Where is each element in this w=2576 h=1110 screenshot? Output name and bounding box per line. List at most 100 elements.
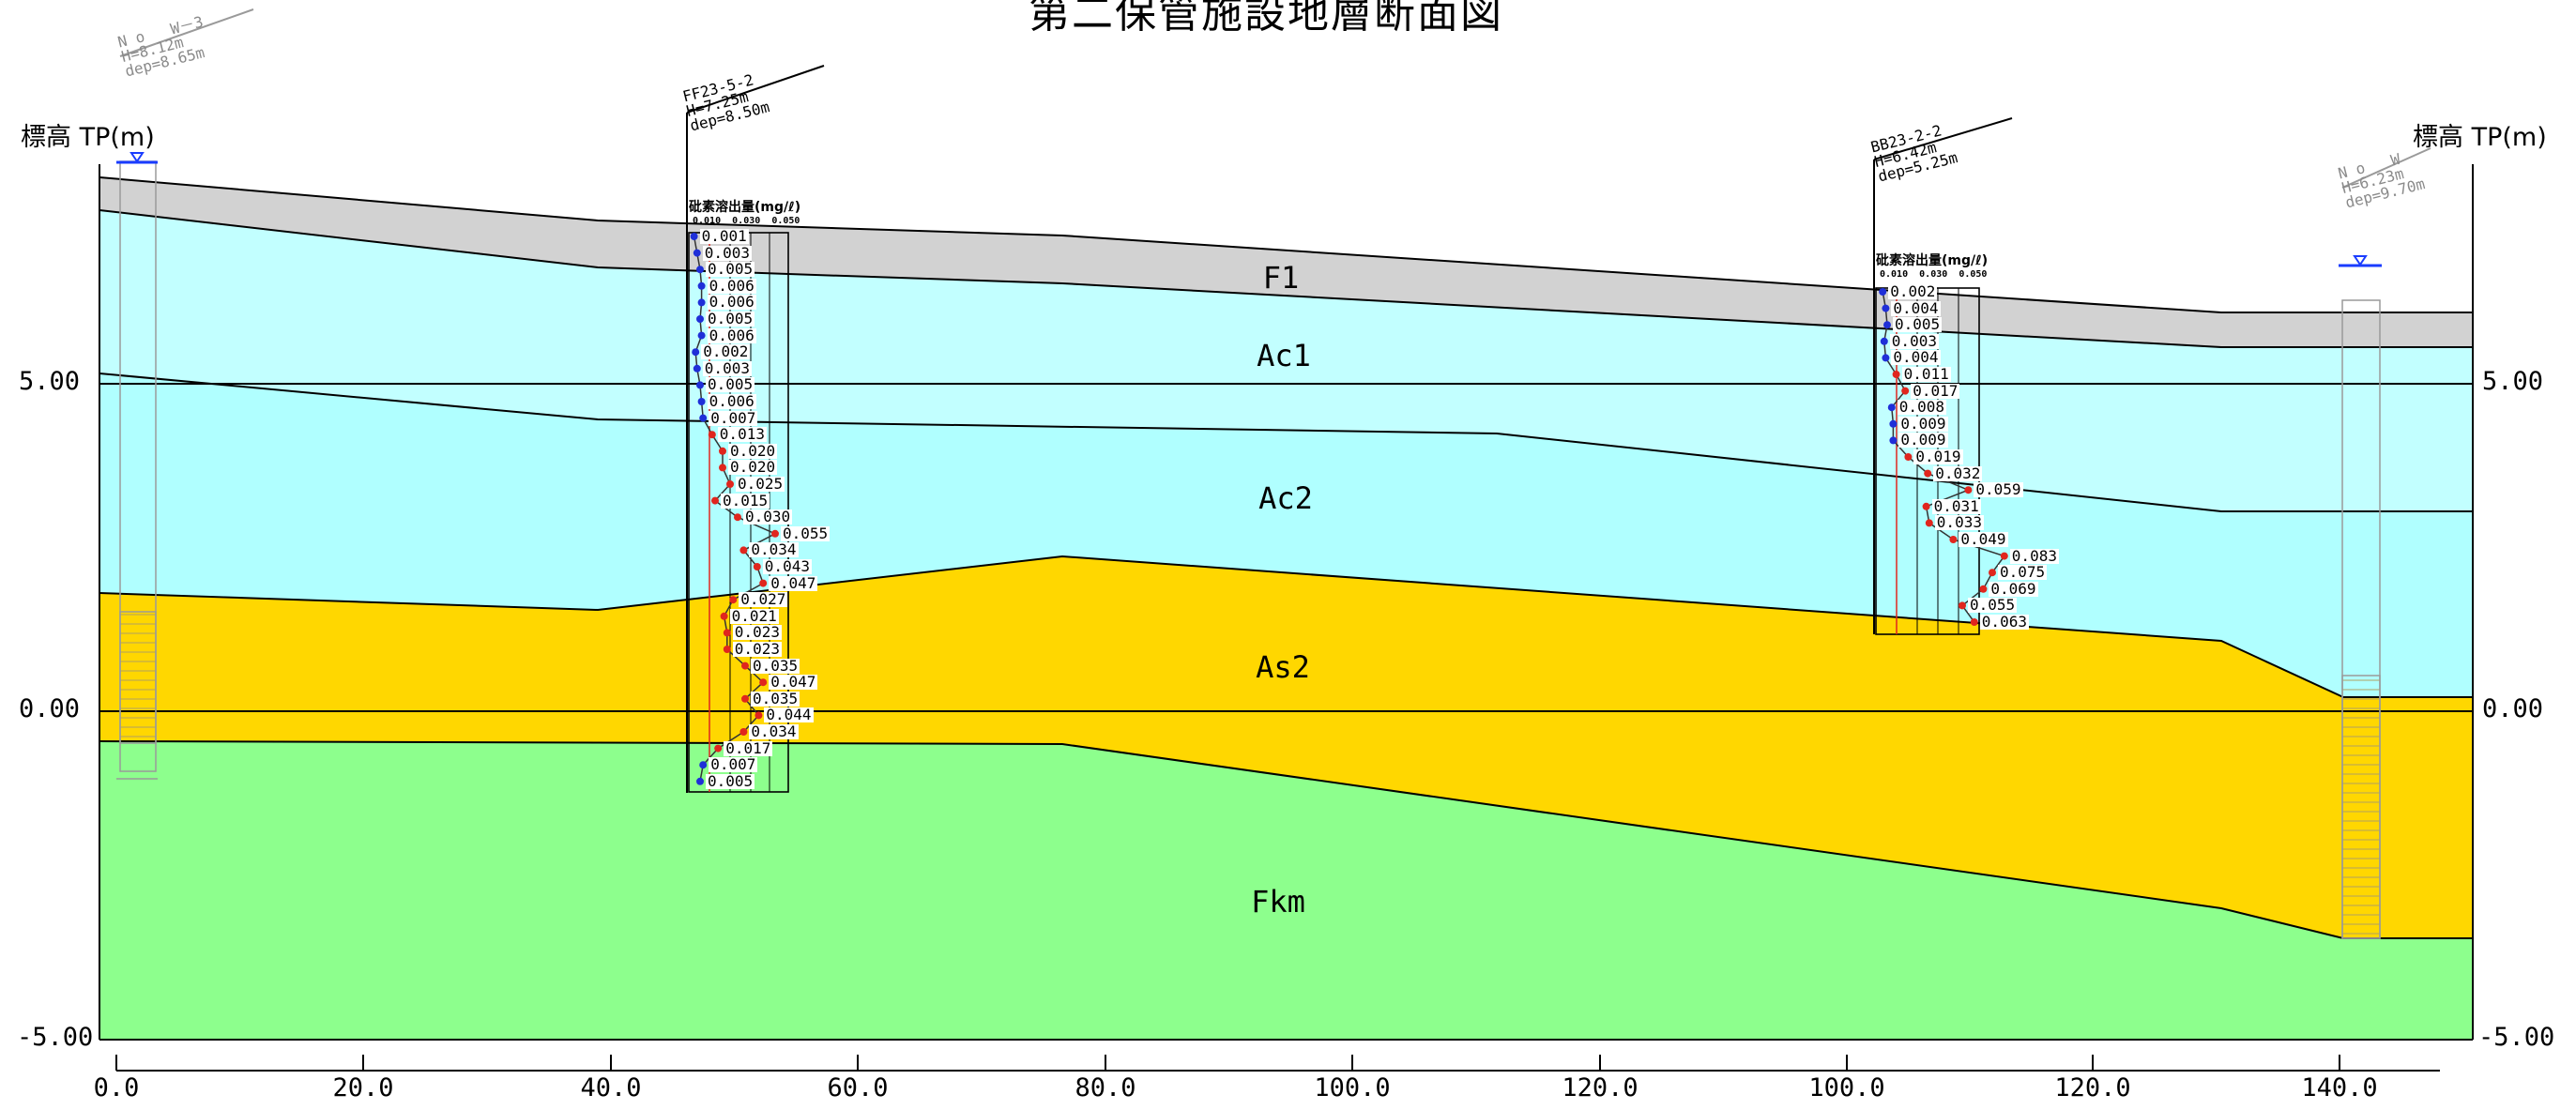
arsenic-sample-marker bbox=[1892, 371, 1900, 378]
arsenic-value-label: 0.005 bbox=[706, 771, 755, 790]
x-tick-label: 120.0 bbox=[1562, 1073, 1639, 1102]
arsenic-value-label: 0.002 bbox=[701, 342, 751, 361]
layer-fill-ac1 bbox=[99, 210, 2473, 511]
arsenic-sample-marker bbox=[699, 414, 708, 422]
borehole-w3 bbox=[116, 8, 254, 780]
arsenic-sample-marker bbox=[696, 381, 704, 389]
arsenic-sample-marker bbox=[1964, 486, 1973, 494]
x-axis-ticks bbox=[115, 1055, 2340, 1071]
arsenic-sample-marker bbox=[1887, 403, 1896, 412]
arsenic-sample-marker bbox=[697, 398, 706, 405]
y-tick-right: -5.00 bbox=[2478, 1023, 2555, 1052]
arsenic-value-label: 0.009 bbox=[1898, 431, 1948, 449]
arsenic-value-label: 0.055 bbox=[781, 524, 831, 542]
arsenic-sample-marker bbox=[708, 431, 716, 439]
arsenic-sample-marker bbox=[1925, 519, 1933, 527]
arsenic-value-label: 0.004 bbox=[1891, 298, 1941, 317]
water-level-icon bbox=[116, 152, 158, 164]
arsenic-header-ff: 砒素溶出量(mg/ℓ) bbox=[689, 200, 801, 215]
arsenic-value-label: 0.003 bbox=[1889, 331, 1939, 350]
arsenic-value-label: 0.019 bbox=[1913, 448, 1963, 465]
arsenic-value-label: 0.025 bbox=[736, 475, 785, 493]
arsenic-sample-marker bbox=[1924, 469, 1932, 478]
arsenic-sample-marker bbox=[1883, 321, 1891, 329]
y-axis-label-left: 標高 TP(m) bbox=[21, 123, 155, 152]
arsenic-value-label: 0.032 bbox=[1933, 464, 1983, 482]
arsenic-value-label: 0.083 bbox=[2009, 546, 2059, 565]
arsenic-value-label: 0.004 bbox=[1891, 348, 1941, 367]
layer-fill-as2 bbox=[99, 556, 2473, 938]
page-title: 第二保管施設地層断面図 bbox=[1029, 0, 1503, 38]
arsenic-value-label: 0.075 bbox=[1998, 563, 2048, 582]
x-tick-label: 120.0 bbox=[2054, 1073, 2131, 1102]
arsenic-value-label: 0.007 bbox=[709, 408, 758, 427]
arsenic-sample-marker bbox=[697, 331, 706, 340]
arsenic-value-label: 0.020 bbox=[728, 458, 778, 477]
arsenic-value-label: 0.005 bbox=[706, 375, 755, 394]
arsenic-value-label: 0.020 bbox=[728, 441, 778, 460]
arsenic-value-label: 0.005 bbox=[1893, 315, 1943, 334]
layer-fill-fkm bbox=[99, 741, 2473, 1040]
arsenic-sample-marker bbox=[690, 233, 698, 240]
arsenic-sample-marker bbox=[719, 447, 726, 455]
x-tick-label: 40.0 bbox=[580, 1073, 642, 1102]
x-tick-label: 0.0 bbox=[93, 1073, 140, 1102]
arsenic-value-label: 0.009 bbox=[1898, 414, 1948, 433]
layer-label-f1: F1 bbox=[1262, 260, 1300, 296]
arsenic-value-label: 0.027 bbox=[739, 590, 788, 609]
arsenic-value-label: 0.008 bbox=[1897, 398, 1946, 417]
arsenic-sample-marker bbox=[711, 496, 719, 505]
arsenic-value-label: 0.035 bbox=[751, 689, 800, 707]
arsenic-sample-marker bbox=[759, 579, 768, 587]
y-tick-left: 5.00 bbox=[19, 367, 81, 396]
arsenic-value-label: 0.069 bbox=[1989, 579, 2038, 598]
arsenic-value-label: 0.001 bbox=[699, 227, 749, 245]
arsenic-sample-marker bbox=[729, 596, 738, 604]
water-level-icon bbox=[2339, 255, 2382, 267]
x-tick-label: 80.0 bbox=[1075, 1073, 1136, 1102]
layer-label-fkm: Fkm bbox=[1251, 884, 1305, 920]
arsenic-value-label: 0.049 bbox=[1959, 530, 2008, 548]
y-tick-right: 5.00 bbox=[2482, 367, 2544, 396]
arsenic-sample-marker bbox=[1882, 354, 1890, 362]
y-tick-right: 0.00 bbox=[2482, 694, 2544, 723]
arsenic-profiles bbox=[690, 233, 2008, 785]
arsenic-value-label: 0.002 bbox=[1888, 282, 1938, 300]
x-tick-label: 60.0 bbox=[827, 1073, 889, 1102]
arsenic-sample-marker bbox=[739, 546, 748, 555]
arsenic-sample-marker bbox=[1882, 304, 1890, 312]
x-tick-label: 140.0 bbox=[2301, 1073, 2378, 1102]
arsenic-value-label: 0.035 bbox=[751, 656, 800, 675]
x-tick-label: 100.0 bbox=[1314, 1073, 1391, 1102]
arsenic-sample-marker bbox=[1922, 502, 1930, 510]
arsenic-sample-marker bbox=[771, 529, 779, 538]
arsenic-value-label: 0.021 bbox=[729, 606, 779, 625]
arsenic-value-label: 0.015 bbox=[721, 491, 770, 509]
arsenic-sample-marker bbox=[1959, 601, 1966, 610]
layer-label-ac1: Ac1 bbox=[1257, 338, 1311, 373]
arsenic-sample-marker bbox=[753, 563, 761, 570]
arsenic-sample-marker bbox=[696, 266, 704, 274]
arsenic-value-label: 0.034 bbox=[749, 540, 799, 559]
layer-fill-f1 bbox=[99, 177, 2473, 347]
arsenic-sample-marker bbox=[696, 777, 704, 785]
arsenic-sample-marker bbox=[714, 744, 723, 753]
arsenic-sample-marker bbox=[1889, 419, 1898, 428]
arsenic-value-label: 0.031 bbox=[1931, 496, 1981, 515]
arsenic-sample-marker bbox=[726, 480, 734, 488]
arsenic-sample-marker bbox=[755, 711, 763, 720]
arsenic-scale-bb: 0.010 0.030 0.050 bbox=[1880, 269, 1988, 280]
arsenic-value-label: 0.055 bbox=[1968, 596, 2018, 615]
arsenic-value-label: 0.017 bbox=[724, 738, 773, 757]
layer-label-as2: As2 bbox=[1256, 649, 1310, 685]
arsenic-sample-marker bbox=[1989, 569, 1996, 577]
arsenic-sample-marker bbox=[2000, 552, 2008, 560]
arsenic-scale-ff: 0.010 0.030 0.050 bbox=[693, 216, 800, 226]
arsenic-sample-marker bbox=[1970, 618, 1978, 626]
arsenic-sample-marker bbox=[692, 348, 700, 357]
layer-label-ac2: Ac2 bbox=[1258, 480, 1313, 516]
arsenic-sample-marker bbox=[739, 728, 748, 736]
arsenic-value-label: 0.023 bbox=[732, 623, 782, 642]
